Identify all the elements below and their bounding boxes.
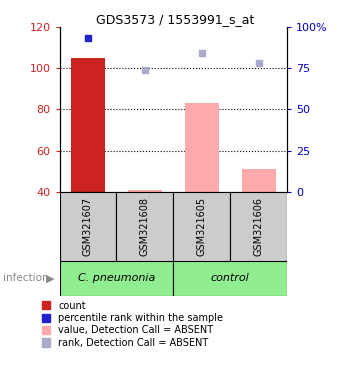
Bar: [71, 58, 105, 192]
FancyBboxPatch shape: [60, 261, 173, 296]
Text: GSM321606: GSM321606: [253, 197, 264, 256]
FancyBboxPatch shape: [116, 192, 173, 261]
Text: C. pneumonia: C. pneumonia: [78, 273, 155, 283]
Text: ▶: ▶: [46, 273, 54, 283]
FancyBboxPatch shape: [173, 192, 230, 261]
Text: GSM321607: GSM321607: [83, 197, 93, 256]
Bar: [185, 103, 219, 192]
Text: infection: infection: [4, 273, 49, 283]
Bar: [128, 190, 162, 192]
Bar: [241, 169, 276, 192]
Text: control: control: [211, 273, 250, 283]
FancyBboxPatch shape: [230, 192, 287, 261]
FancyBboxPatch shape: [60, 192, 116, 261]
Text: GSM321605: GSM321605: [197, 197, 207, 256]
FancyBboxPatch shape: [173, 261, 287, 296]
Text: GDS3573 / 1553991_s_at: GDS3573 / 1553991_s_at: [96, 13, 254, 26]
Text: GSM321608: GSM321608: [140, 197, 150, 256]
Legend: count, percentile rank within the sample, value, Detection Call = ABSENT, rank, : count, percentile rank within the sample…: [42, 301, 223, 348]
